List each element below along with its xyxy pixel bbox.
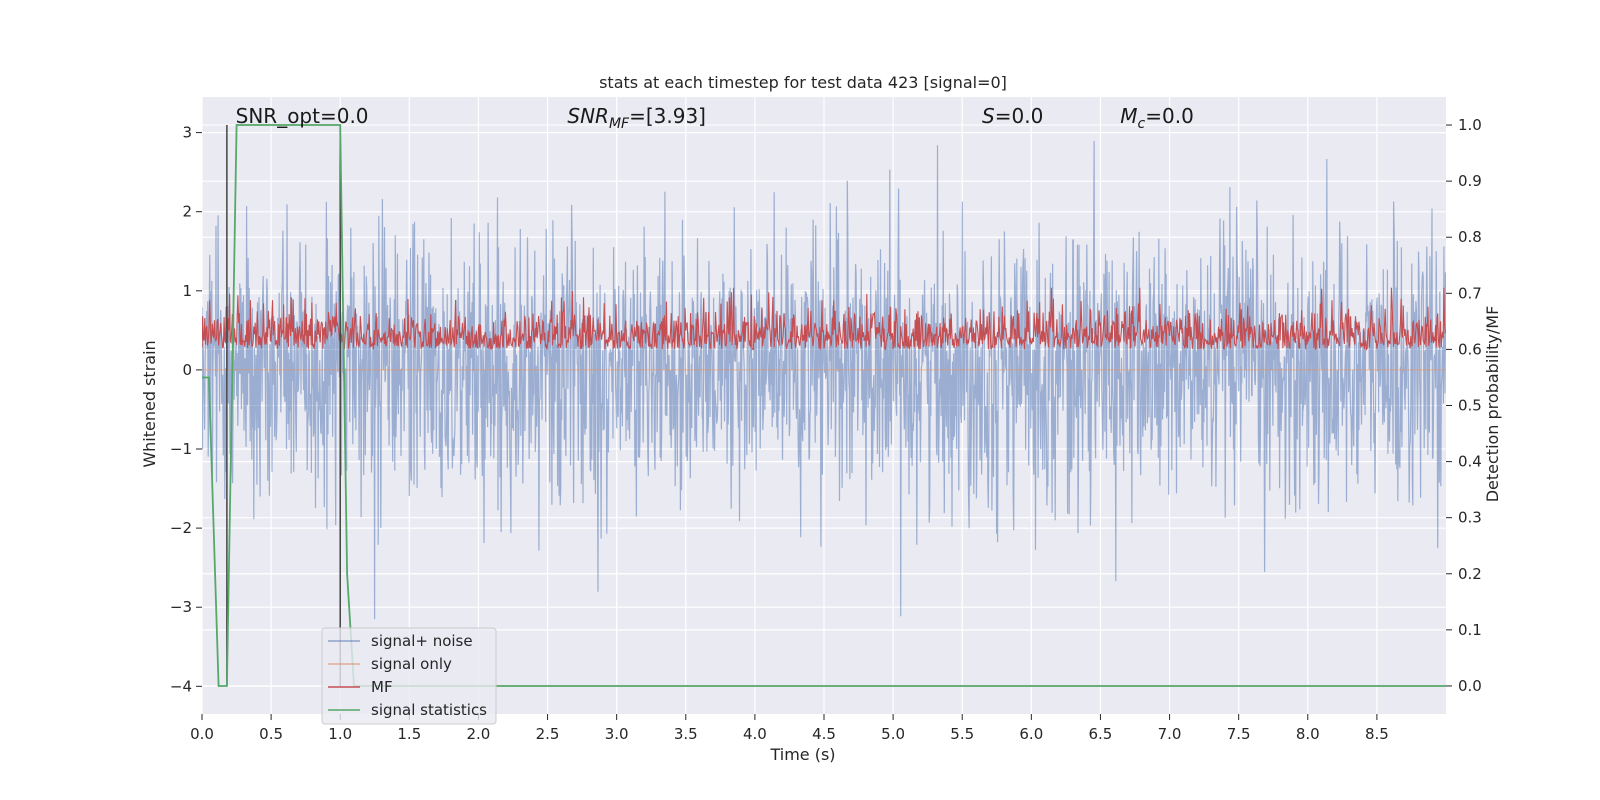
legend-label-mf: MF <box>371 678 393 696</box>
x-tick-label-17: 8.5 <box>1365 725 1389 743</box>
x-tick-label-5: 2.5 <box>536 725 560 743</box>
y-right-tick-label-3: 0.3 <box>1458 509 1482 527</box>
y-right-tick-label-1: 0.1 <box>1458 621 1482 639</box>
y-left-tick-label-7: 3 <box>182 124 192 142</box>
series-mf-line <box>202 287 1446 351</box>
y-right-tick-label-9: 0.9 <box>1458 172 1482 190</box>
annotation-2: S=0.0 <box>982 104 1043 128</box>
y-right-tick-label-8: 0.8 <box>1458 228 1482 246</box>
x-tick-label-8: 4.0 <box>743 725 767 743</box>
x-tick-label-15: 7.5 <box>1227 725 1251 743</box>
y-right-tick-label-10: 1.0 <box>1458 116 1482 134</box>
y-left-tick-label-1: −3 <box>170 598 192 616</box>
y-right-tick-label-7: 0.7 <box>1458 284 1482 302</box>
x-tick-label-12: 6.0 <box>1019 725 1043 743</box>
x-tick-label-3: 1.5 <box>397 725 421 743</box>
x-tick-label-16: 8.0 <box>1296 725 1320 743</box>
annotation-3: Mc=0.0 <box>1120 104 1194 132</box>
chart-title: stats at each timestep for test data 423… <box>599 73 1007 92</box>
x-tick-label-13: 6.5 <box>1089 725 1113 743</box>
annotation-0: SNR_opt=0.0 <box>236 104 369 128</box>
y-right-tick-label-5: 0.5 <box>1458 397 1482 415</box>
y-left-tick-label-6: 2 <box>182 203 192 221</box>
y-left-tick-label-4: 0 <box>182 361 192 379</box>
x-tick-label-0: 0.0 <box>190 725 214 743</box>
y-axis-right-title: Detection probability/MF <box>1483 306 1502 503</box>
plot-area: −4 −3 −2 −1 0 1 2 3 0.0 0.1 0.2 0.3 0.4 0.5 0.6 0.7 0.8 0… <box>170 97 1482 743</box>
y-left-tick-label-5: 1 <box>182 282 192 300</box>
x-tick-label-2: 1.0 <box>328 725 352 743</box>
y-right-tick-label-2: 0.2 <box>1458 565 1482 583</box>
annotation-1: SNRMF=[3.93] <box>567 104 706 132</box>
legend-label-signal-statistics: signal statistics <box>371 701 487 719</box>
y-right-tick-label-0: 0.0 <box>1458 677 1482 695</box>
x-axis-title: Time (s) <box>769 745 835 764</box>
legend: signal+ noise signal only MF signal stat… <box>321 627 497 725</box>
legend-frame <box>321 627 497 725</box>
x-tick-label-1: 0.5 <box>259 725 283 743</box>
series-signal-noise-line <box>202 140 1446 620</box>
legend-label-signal-only: signal only <box>371 655 452 673</box>
y-left-tick-label-3: −1 <box>170 440 192 458</box>
legend-label-signal-noise: signal+ noise <box>371 632 473 650</box>
y-axis-left-title: Whitened strain <box>140 340 159 467</box>
y-right-tick-label-6: 0.6 <box>1458 340 1482 358</box>
annotations: SNR_opt=0.0 SNRMF=[3.93] S=0.0 Mc=0.0 <box>236 104 1194 132</box>
y-right-tick-label-4: 0.4 <box>1458 453 1482 471</box>
x-tick-label-6: 3.0 <box>605 725 629 743</box>
x-tick-label-7: 3.5 <box>674 725 698 743</box>
x-tick-label-14: 7.0 <box>1158 725 1182 743</box>
x-tick-label-10: 5.0 <box>881 725 905 743</box>
y-left-tick-label-2: −2 <box>170 519 192 537</box>
x-tick-label-11: 5.5 <box>950 725 974 743</box>
y-left-tick-label-0: −4 <box>170 677 192 695</box>
series-group <box>202 124 1446 687</box>
axis-ticks: −4 −3 −2 −1 0 1 2 3 0.0 0.1 0.2 0.3 0.4 0.5 0.6 0.7 0.8 0… <box>170 116 1482 743</box>
x-tick-label-9: 4.5 <box>812 725 836 743</box>
x-tick-label-4: 2.0 <box>467 725 491 743</box>
